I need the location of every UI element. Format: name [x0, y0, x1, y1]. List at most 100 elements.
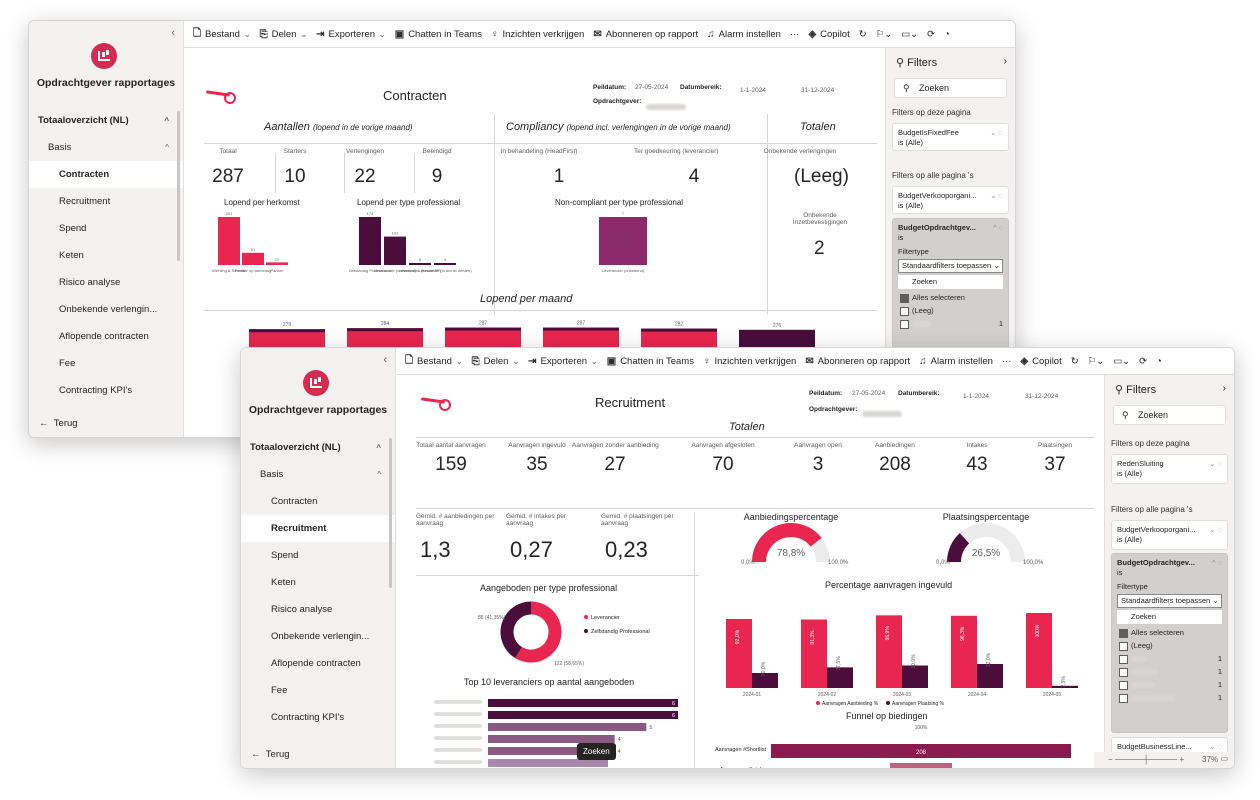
nav-item-contracten[interactable]: Contracten: [29, 161, 183, 188]
bar: [242, 252, 264, 265]
comment-icon[interactable]: ◔: [944, 28, 950, 40]
filter-search-box[interactable]: Zoeken: [898, 275, 1003, 289]
view-icon[interactable]: ▭⌄: [1113, 355, 1131, 367]
alert-button[interactable]: ♫ Alarm instellen: [919, 355, 993, 367]
export-menu[interactable]: ⇥ Exporteren ⌄: [528, 355, 598, 367]
bookmark-icon[interactable]: ⚐⌄: [1087, 355, 1105, 367]
nav-scrollbar[interactable]: [177, 111, 180, 261]
kpi-label: Aanvragen zonder aanbieding: [572, 442, 659, 449]
nav-item-keten[interactable]: Keten: [271, 577, 296, 588]
back-button[interactable]: ← Terug: [251, 749, 290, 760]
share-menu[interactable]: ⎘ Delen ⌄: [259, 28, 308, 40]
collapse-nav-icon[interactable]: ‹: [171, 27, 175, 39]
option-checkbox[interactable]: 1: [1117, 678, 1222, 691]
more-button[interactable]: ···: [789, 28, 800, 40]
expand-filters-icon[interactable]: ›: [1222, 383, 1226, 394]
data-label: 4: [618, 749, 621, 755]
nav-item-keten[interactable]: Keten: [59, 250, 84, 261]
copilot-button[interactable]: ◈ Copilot: [1020, 355, 1062, 367]
nav-item-recruitment[interactable]: Recruitment: [59, 196, 111, 207]
empty-checkbox[interactable]: (Leeg): [1117, 639, 1222, 652]
more-button[interactable]: ···: [1001, 355, 1012, 367]
chevron-up-icon[interactable]: ^: [377, 470, 381, 479]
view-icon[interactable]: ▭⌄: [901, 28, 919, 40]
nav-item-contracting-kpi-s[interactable]: Contracting KPI's: [59, 385, 133, 396]
nav-item-onbekende-verlengin-[interactable]: Onbekende verlengin...: [271, 631, 370, 642]
insights-button[interactable]: ♀ Inzichten verkrijgen: [702, 355, 797, 367]
date-to[interactable]: 31-12-2024: [801, 87, 835, 94]
onbekende-label: Onbekende Inzetbevestigingen: [792, 212, 848, 226]
copilot-button[interactable]: ◈ Copilot: [808, 28, 850, 40]
export-menu[interactable]: ⇥ Exporteren ⌄: [316, 28, 386, 40]
reset-icon[interactable]: ↻: [1070, 355, 1079, 367]
filter-search-input[interactable]: ⚲ Zoeken: [894, 78, 1007, 98]
filtertype-select[interactable]: Standaardfilters toepassen ⌄: [1117, 594, 1222, 608]
nav-item-totaaloverzicht-nl-[interactable]: Totaaloverzicht (NL) ^: [29, 107, 183, 134]
teams-button[interactable]: ▣ Chatten in Teams: [606, 355, 694, 367]
chevron-up-icon[interactable]: ^: [165, 143, 169, 152]
filter-card-verkoop[interactable]: BudgetVerkooporgani... is (Alle) ⌄ ◌: [1111, 520, 1228, 550]
nav-item-recruitment[interactable]: Recruitment: [241, 515, 395, 542]
nav-item-basis[interactable]: Basis ^: [241, 461, 395, 488]
option-checkbox[interactable]: 1: [1117, 652, 1222, 665]
empty-checkbox[interactable]: (Leeg): [898, 304, 1003, 317]
alert-button[interactable]: ♫ Alarm instellen: [707, 28, 781, 40]
nav-item-fee[interactable]: Fee: [59, 358, 76, 369]
select-all-checkbox[interactable]: Alles selecteren: [1117, 626, 1222, 639]
file-menu[interactable]: 🗋 Bestand ⌄: [405, 353, 463, 370]
gauge-max: 100,0%: [828, 560, 849, 566]
date-to[interactable]: 31-12-2024: [1025, 393, 1059, 400]
expand-filters-icon[interactable]: ›: [1003, 56, 1007, 67]
supplier-name-redacted: [434, 712, 482, 716]
teams-button[interactable]: ▣ Chatten in Teams: [394, 28, 482, 40]
subscribe-button[interactable]: ✉ Abonneren op rapport: [593, 28, 699, 40]
select-all-checkbox[interactable]: Alles selecteren: [898, 291, 1003, 304]
date-from[interactable]: 1-1-2024: [963, 393, 990, 400]
nav-item-fee[interactable]: Fee: [271, 685, 288, 696]
nav-item-onbekende-verlengin-[interactable]: Onbekende verlengin...: [59, 304, 158, 315]
nav-item-basis[interactable]: Basis ^: [29, 134, 183, 161]
back-button[interactable]: ← Terug: [39, 418, 78, 429]
filter-card-page[interactable]: BudgetIsFixedFee is (Alle) ⌄ ◌: [892, 123, 1009, 151]
option-checkbox[interactable]: 1: [1117, 665, 1222, 678]
chevron-up-icon[interactable]: ^: [376, 443, 381, 452]
collapse-nav-icon[interactable]: ‹: [383, 354, 387, 366]
filter-card-page[interactable]: RedenSluiting is (Alle) ⌄ ◌: [1111, 454, 1228, 484]
chart-title-herkomst: Lopend per herkomst: [224, 198, 300, 207]
filter-search-input[interactable]: ⚲ Zoeken: [1113, 405, 1226, 425]
nav-item-totaaloverzicht-nl-[interactable]: Totaaloverzicht (NL) ^: [241, 434, 395, 461]
kpi-label: Aanvragen ingevuld: [508, 442, 566, 449]
insights-button[interactable]: ♀ Inzichten verkrijgen: [490, 28, 585, 40]
funnel-chart: 100% Aanvragen #Shortlist 208 Aanvragen #In…: [715, 725, 1071, 768]
nav-item-spend[interactable]: Spend: [59, 223, 87, 234]
share-menu[interactable]: ⎘ Delen ⌄: [471, 355, 520, 367]
option-checkbox[interactable]: 1: [898, 317, 1003, 330]
reset-icon[interactable]: ↻: [858, 28, 867, 40]
nav-item-spend[interactable]: Spend: [271, 550, 299, 561]
subscribe-button[interactable]: ✉ Abonneren op rapport: [805, 355, 911, 367]
kpi-value: 10: [284, 166, 306, 187]
nav-item-risico-analyse[interactable]: Risico analyse: [271, 604, 333, 615]
nav-item-aflopende-contracten[interactable]: Aflopende contracten: [59, 331, 149, 342]
nav-item-contracten[interactable]: Contracten: [271, 496, 318, 507]
zoom-bar[interactable]: − ─────┼───── +37% ▭: [1094, 752, 1234, 768]
filtertype-select[interactable]: Standaardfilters toepassen ⌄: [898, 259, 1003, 273]
nav-scrollbar[interactable]: [389, 438, 392, 588]
filter-card-verkoop[interactable]: BudgetVerkooporgani... is (Alle) ⌄ ◌: [892, 186, 1009, 214]
refresh-icon[interactable]: ⟳: [1139, 355, 1148, 367]
option-checkbox[interactable]: 1: [1117, 691, 1222, 704]
refresh-icon[interactable]: ⟳: [927, 28, 936, 40]
comment-icon[interactable]: ◔: [1156, 355, 1162, 367]
nav-item-aflopende-contracten[interactable]: Aflopende contracten: [271, 658, 361, 669]
copilot-icon: ◈: [1020, 355, 1029, 367]
filter-search-box[interactable]: Zoeken: [1117, 610, 1222, 624]
chevron-up-icon[interactable]: ^: [164, 116, 169, 125]
nav-item-risico-analyse[interactable]: Risico analyse: [59, 277, 121, 288]
file-menu[interactable]: 🗋 Bestand ⌄: [193, 26, 251, 43]
filter-card-opdrachtgever[interactable]: BudgetOpdrachtgev... is ^ ◌ Filtertype Sta…: [1111, 553, 1228, 733]
date-from[interactable]: 1-1-2024: [740, 87, 767, 94]
nav-item-contracting-kpi-s[interactable]: Contracting KPI's: [271, 712, 345, 723]
kpi-label: Verlengingen: [346, 148, 384, 155]
bookmark-icon[interactable]: ⚐⌄: [875, 28, 893, 40]
kpi-value: 27: [604, 454, 626, 475]
